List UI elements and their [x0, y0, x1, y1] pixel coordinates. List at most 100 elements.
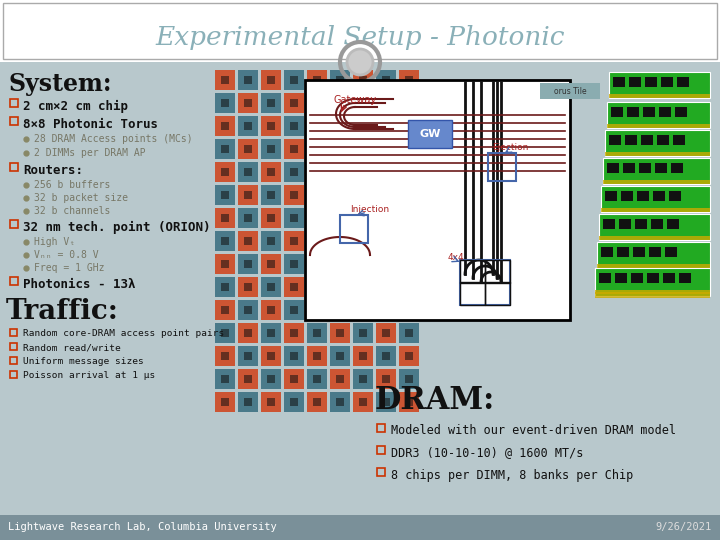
Bar	[215, 208, 235, 228]
Bar	[353, 93, 373, 113]
Bar	[649, 247, 661, 257]
Bar	[238, 93, 258, 113]
Bar	[215, 162, 235, 182]
Bar	[238, 300, 258, 320]
Bar	[0, 515, 720, 540]
Bar	[289, 260, 298, 268]
Bar	[631, 273, 643, 283]
Bar	[244, 76, 252, 84]
Bar	[382, 283, 390, 291]
Text: 9/26/2021: 9/26/2021	[656, 522, 712, 532]
Bar	[353, 70, 373, 90]
Bar	[330, 392, 350, 412]
Bar	[603, 180, 710, 184]
Bar	[376, 277, 396, 297]
Bar	[460, 260, 510, 305]
Bar	[639, 163, 651, 173]
Bar	[221, 191, 229, 199]
Text: 8 chips per DIMM, 8 banks per Chip: 8 chips per DIMM, 8 banks per Chip	[391, 469, 634, 482]
Bar	[611, 107, 623, 117]
Bar	[284, 392, 304, 412]
Bar	[284, 185, 304, 205]
Bar	[353, 300, 373, 320]
Bar	[599, 214, 710, 240]
Bar	[399, 162, 419, 182]
Bar	[10, 371, 17, 378]
Bar	[340, 215, 368, 243]
Bar	[336, 145, 344, 153]
Bar	[405, 375, 413, 383]
Bar	[359, 306, 367, 314]
Bar	[603, 219, 615, 229]
Bar	[244, 99, 252, 107]
Bar	[609, 135, 621, 145]
Bar	[10, 343, 17, 350]
Bar	[376, 346, 396, 366]
Bar	[221, 168, 229, 176]
Bar	[261, 392, 281, 412]
Bar	[215, 116, 235, 136]
Bar	[336, 352, 344, 360]
Text: DDR3 (10-10-10) @ 1600 MT/s: DDR3 (10-10-10) @ 1600 MT/s	[391, 447, 583, 460]
Bar	[215, 70, 235, 90]
Text: Ejection: Ejection	[492, 144, 528, 152]
Bar	[376, 70, 396, 90]
Bar	[244, 145, 252, 153]
Text: Gateway: Gateway	[333, 95, 376, 105]
Bar	[312, 260, 321, 268]
Bar	[330, 162, 350, 182]
Text: orus Tile: orus Tile	[554, 86, 586, 96]
Bar	[635, 219, 647, 229]
Bar	[633, 247, 645, 257]
Bar	[399, 231, 419, 251]
Bar	[615, 273, 627, 283]
Bar	[376, 139, 396, 159]
Bar	[603, 158, 710, 184]
Bar	[613, 77, 625, 87]
Bar	[665, 247, 677, 257]
Bar	[244, 398, 252, 406]
Bar	[377, 468, 385, 476]
Bar	[336, 283, 344, 291]
Bar	[399, 185, 419, 205]
Text: High Vₜ: High Vₜ	[34, 237, 75, 247]
Bar	[284, 277, 304, 297]
Bar	[336, 306, 344, 314]
Text: 256 b buffers: 256 b buffers	[34, 180, 110, 190]
Bar	[336, 99, 344, 107]
Bar	[671, 163, 683, 173]
Bar	[376, 323, 396, 343]
Bar	[10, 99, 18, 107]
Bar	[221, 352, 229, 360]
Bar	[289, 145, 298, 153]
Bar	[215, 254, 235, 274]
Text: DRAM:: DRAM:	[375, 385, 495, 416]
Bar	[399, 93, 419, 113]
Bar	[376, 93, 396, 113]
Bar	[485, 260, 510, 283]
Bar	[307, 139, 327, 159]
Bar	[601, 186, 710, 212]
Bar	[307, 162, 327, 182]
Bar	[336, 329, 344, 337]
Bar	[284, 346, 304, 366]
Bar	[261, 93, 281, 113]
Bar	[405, 214, 413, 222]
Bar	[376, 300, 396, 320]
Bar	[238, 231, 258, 251]
Bar	[312, 352, 321, 360]
Bar	[261, 369, 281, 389]
Bar	[289, 306, 298, 314]
Bar	[336, 398, 344, 406]
Bar	[284, 70, 304, 90]
Bar	[599, 273, 611, 283]
Bar	[284, 323, 304, 343]
Bar	[244, 375, 252, 383]
Bar	[312, 306, 321, 314]
Bar	[645, 77, 657, 87]
Bar	[284, 208, 304, 228]
Bar	[605, 130, 710, 156]
Bar	[382, 145, 390, 153]
Bar	[405, 122, 413, 130]
Bar	[267, 76, 275, 84]
